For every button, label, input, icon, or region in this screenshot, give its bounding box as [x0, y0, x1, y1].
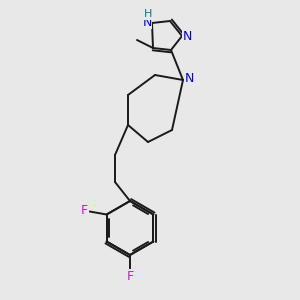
Text: F: F — [81, 204, 88, 217]
Text: N: N — [182, 29, 192, 43]
Text: F: F — [126, 269, 134, 283]
Text: H: H — [144, 9, 152, 19]
Text: N: N — [184, 73, 194, 85]
Text: N: N — [142, 16, 152, 28]
